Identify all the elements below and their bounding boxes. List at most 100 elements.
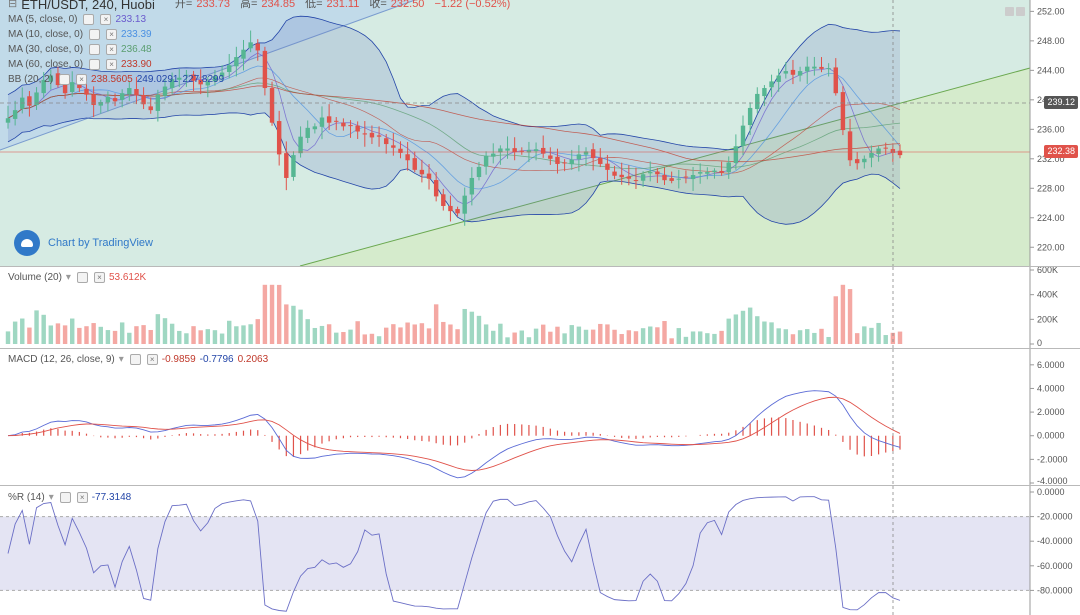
low-value: 231.11 <box>326 0 360 10</box>
close-icon[interactable]: × <box>146 354 158 365</box>
wr-tick-label: -40.0000 <box>1037 536 1073 546</box>
candle <box>284 141 289 191</box>
candle <box>640 171 646 187</box>
pane-restore-icon[interactable] <box>1016 7 1025 16</box>
volume-bar <box>91 323 96 344</box>
close-icon[interactable]: × <box>76 74 88 85</box>
ma5-row[interactable]: MA (5, close, 0) × 233.13 <box>8 12 510 27</box>
candle-body <box>712 170 717 173</box>
candle-body <box>540 147 546 154</box>
candle-body <box>491 153 496 157</box>
candle <box>305 120 310 143</box>
collapse-icon[interactable]: ⊟ <box>8 0 18 10</box>
wr-pane[interactable]: 0.0000 -20.0000 -40.0000 -60.0000 -80.0000 %… <box>0 486 1080 615</box>
candle-body <box>548 155 553 159</box>
candle <box>662 167 667 185</box>
candle <box>91 86 96 118</box>
price-pane[interactable]: 252.00248.00244.00240.00236.00232.00228.… <box>0 0 1080 266</box>
candle-body <box>219 72 225 77</box>
volume-bar <box>334 332 339 344</box>
volume-bar <box>5 331 11 344</box>
candle-body <box>598 157 603 164</box>
volume-bar <box>498 323 503 344</box>
candle <box>783 62 789 79</box>
williams-r-chart[interactable]: 0.0000 -20.0000 -40.0000 -60.0000 -80.0000 <box>0 486 1080 615</box>
volume-bar <box>590 329 596 344</box>
volume-bar <box>876 322 881 344</box>
settings-icon[interactable] <box>89 29 101 40</box>
volume-bar <box>169 323 175 344</box>
volume-pane[interactable]: 600K 400K 200K 0 Volume (20) ▾ × 53.612K <box>0 267 1080 348</box>
tradingview-brand[interactable]: Chart by TradingView <box>14 230 153 256</box>
candle <box>833 58 838 96</box>
candle-body <box>533 149 539 152</box>
macd-pane[interactable]: 6.0000 4.0000 2.0000 0.0000 -2.0000 -4.0000 M… <box>0 349 1080 485</box>
bb-row[interactable]: BB (20, 2) × 238.5605 249.0291 227.8299 <box>8 72 510 87</box>
chevron-down-icon[interactable]: ▾ <box>118 354 124 365</box>
candle-body <box>883 147 888 149</box>
settings-icon[interactable] <box>83 14 95 25</box>
candle <box>697 163 703 184</box>
macd-chart[interactable]: 6.0000 4.0000 2.0000 0.0000 -2.0000 -4.0000 <box>0 349 1080 485</box>
volume-bar <box>276 284 282 344</box>
close-icon[interactable]: × <box>106 29 118 40</box>
candle-body <box>319 117 325 127</box>
candle-body <box>747 107 753 126</box>
settings-icon[interactable] <box>89 44 101 55</box>
candle-body <box>555 156 560 164</box>
candle <box>412 151 417 173</box>
volume-bar <box>198 330 203 344</box>
candle <box>219 65 225 81</box>
change-value: −1.22 (−0.52%) <box>434 0 511 10</box>
candle-body <box>862 158 867 163</box>
settings-icon[interactable] <box>59 492 71 503</box>
candle-body <box>662 175 667 181</box>
volume-bar <box>897 331 903 344</box>
price-chart[interactable]: 252.00248.00244.00240.00236.00232.00228.… <box>0 0 1080 266</box>
volume-tick-label: 600K <box>1037 267 1058 275</box>
candle <box>462 187 467 226</box>
candle <box>476 161 482 181</box>
y-tick-label: 236.00 <box>1037 124 1065 134</box>
candle <box>398 141 403 159</box>
volume-bar <box>797 330 803 344</box>
volume-bar <box>177 330 182 344</box>
settings-icon[interactable] <box>76 272 88 283</box>
ma30-row[interactable]: MA (30, close, 0) × 236.48 <box>8 42 510 57</box>
candle-body <box>783 71 789 74</box>
settings-icon[interactable] <box>89 59 101 70</box>
chevron-down-icon[interactable]: ▾ <box>48 492 54 503</box>
volume-bar <box>548 331 553 344</box>
candle <box>619 162 624 185</box>
ma10-row[interactable]: MA (10, close, 0) × 233.39 <box>8 27 510 42</box>
close-icon[interactable]: × <box>106 59 118 70</box>
ma60-row[interactable]: MA (60, close, 0) × 233.90 <box>8 57 510 72</box>
volume-chart[interactable]: 600K 400K 200K 0 <box>0 267 1080 348</box>
pane-maximize-icon[interactable] <box>1005 7 1014 16</box>
close-icon[interactable]: × <box>76 492 88 503</box>
candle <box>269 81 275 126</box>
ma30-label: MA (30, close, 0) <box>8 44 84 55</box>
settings-icon[interactable] <box>129 354 141 365</box>
volume-bar <box>112 330 118 344</box>
volume-bar <box>248 324 253 344</box>
settings-icon[interactable] <box>59 74 71 85</box>
candle <box>448 195 453 222</box>
candle-body <box>227 65 232 72</box>
candle <box>276 110 282 166</box>
volume-bar <box>298 309 303 344</box>
chevron-down-icon[interactable]: ▾ <box>65 272 71 283</box>
candle-body <box>769 81 774 88</box>
volume-bar <box>883 335 888 344</box>
candle <box>34 87 39 110</box>
close-icon[interactable]: × <box>93 272 105 283</box>
pane-divider[interactable] <box>0 348 1080 349</box>
candle <box>383 133 389 154</box>
pane-divider[interactable] <box>0 485 1080 486</box>
pane-divider[interactable] <box>0 266 1080 267</box>
ma60-value: 233.90 <box>121 59 152 70</box>
close-icon[interactable]: × <box>106 44 118 55</box>
candle <box>5 105 11 129</box>
close-icon[interactable]: × <box>100 14 112 25</box>
volume-tick-label: 200K <box>1037 314 1058 324</box>
